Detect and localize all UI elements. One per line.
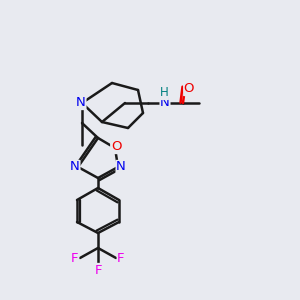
Text: N: N <box>76 97 86 110</box>
Text: H: H <box>160 86 168 100</box>
Text: O: O <box>111 140 121 154</box>
Text: F: F <box>94 263 102 277</box>
Text: O: O <box>184 82 194 95</box>
Text: N: N <box>116 160 126 173</box>
Text: F: F <box>71 253 79 266</box>
Text: N: N <box>70 160 80 173</box>
Text: N: N <box>160 95 170 109</box>
Text: F: F <box>117 253 125 266</box>
